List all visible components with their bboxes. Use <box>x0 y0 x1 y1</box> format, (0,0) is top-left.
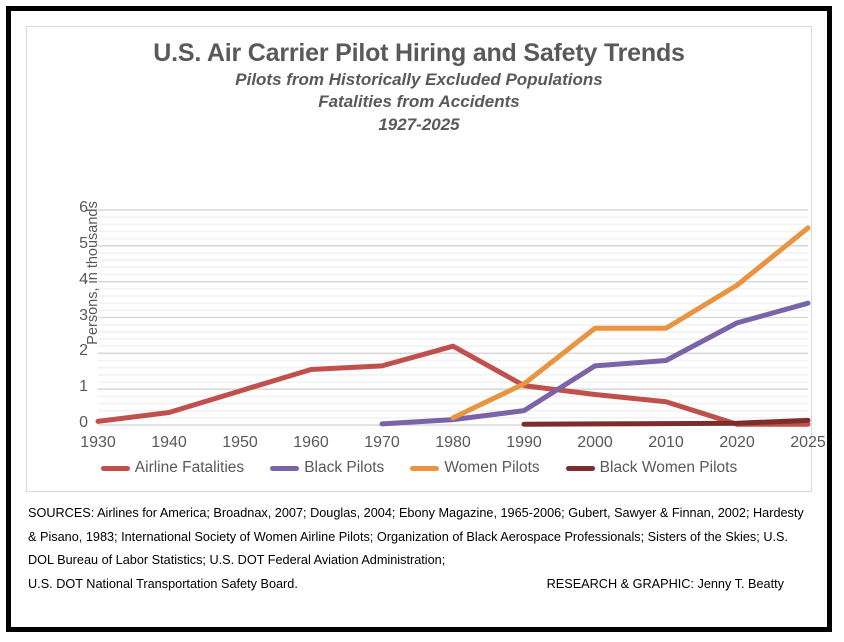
chart-title-block: U.S. Air Carrier Pilot Hiring and Safety… <box>27 27 811 137</box>
series-lines <box>95 225 811 427</box>
legend-swatch-icon <box>270 465 300 471</box>
x-tick-label: 1990 <box>506 434 542 451</box>
legend-item[interactable]: Black Pilots <box>270 459 384 477</box>
series-line <box>450 225 811 421</box>
y-tick-label: 3 <box>79 306 88 324</box>
series-line <box>95 343 811 427</box>
x-tick-label: 2020 <box>719 434 755 451</box>
sources-panel: SOURCES: Airlines for America; Broadnax,… <box>28 502 810 626</box>
y-tick-label: 1 <box>79 378 88 396</box>
chart-subtitle-2: Fatalities from Accidents <box>318 92 520 112</box>
y-tick-label: 2 <box>79 342 88 360</box>
x-tick-label: 2025 <box>790 434 826 451</box>
x-tick-label: 2010 <box>648 434 684 451</box>
legend-label: Women Pilots <box>444 459 540 476</box>
y-tick-label: 5 <box>79 234 88 252</box>
chart-title: U.S. Air Carrier Pilot Hiring and Safety… <box>153 39 685 67</box>
x-tick-label: 1960 <box>293 434 329 451</box>
major-gridlines <box>98 209 808 426</box>
legend-label: Black Women Pilots <box>599 459 738 476</box>
x-tick-label: 1970 <box>364 434 400 451</box>
legend-item[interactable]: Women Pilots <box>410 459 540 477</box>
chart-subtitle-3: 1927-2025 <box>378 115 460 135</box>
sources-text: SOURCES: Airlines for America; Broadnax,… <box>28 506 804 568</box>
x-tick-label: 1950 <box>222 434 258 451</box>
legend-swatch-icon <box>100 465 130 471</box>
series-line <box>379 300 811 427</box>
series-line <box>521 417 811 427</box>
legend-item[interactable]: Airline Fatalities <box>100 459 245 477</box>
chart-legend: Airline Fatalities Black Pilots Women Pilo… <box>27 459 811 477</box>
x-tick-label: 2000 <box>577 434 613 451</box>
x-tick-label: 1980 <box>435 434 471 451</box>
graphic-inner-frame: U.S. Air Carrier Pilot Hiring and Safety… <box>11 11 827 627</box>
x-tick-label: 1940 <box>151 434 187 451</box>
legend-swatch-icon <box>410 465 440 471</box>
plot-svg <box>95 209 811 427</box>
y-tick-label: 4 <box>79 270 88 288</box>
graphic-outer-frame: U.S. Air Carrier Pilot Hiring and Safety… <box>6 6 832 632</box>
legend-label: Black Pilots <box>304 459 385 476</box>
research-credit: RESEARCH & GRAPHIC: Jenny T. Beatty <box>546 576 784 591</box>
x-tick-label: 1930 <box>80 434 116 451</box>
chart-panel: U.S. Air Carrier Pilot Hiring and Safety… <box>26 26 826 492</box>
y-tick-label: 6 <box>79 199 88 216</box>
legend-swatch-icon <box>565 465 595 471</box>
sources-last-line: U.S. DOT National Transportation Safety … <box>28 576 298 591</box>
credit-row: U.S. DOT National Transportation Safety … <box>28 573 810 597</box>
chart-subtitle-1: Pilots from Historically Excluded Popula… <box>235 69 603 89</box>
y-tick-label: 0 <box>79 414 88 431</box>
legend-item[interactable]: Black Women Pilots <box>565 459 738 477</box>
legend-label: Airline Fatalities <box>134 459 245 476</box>
